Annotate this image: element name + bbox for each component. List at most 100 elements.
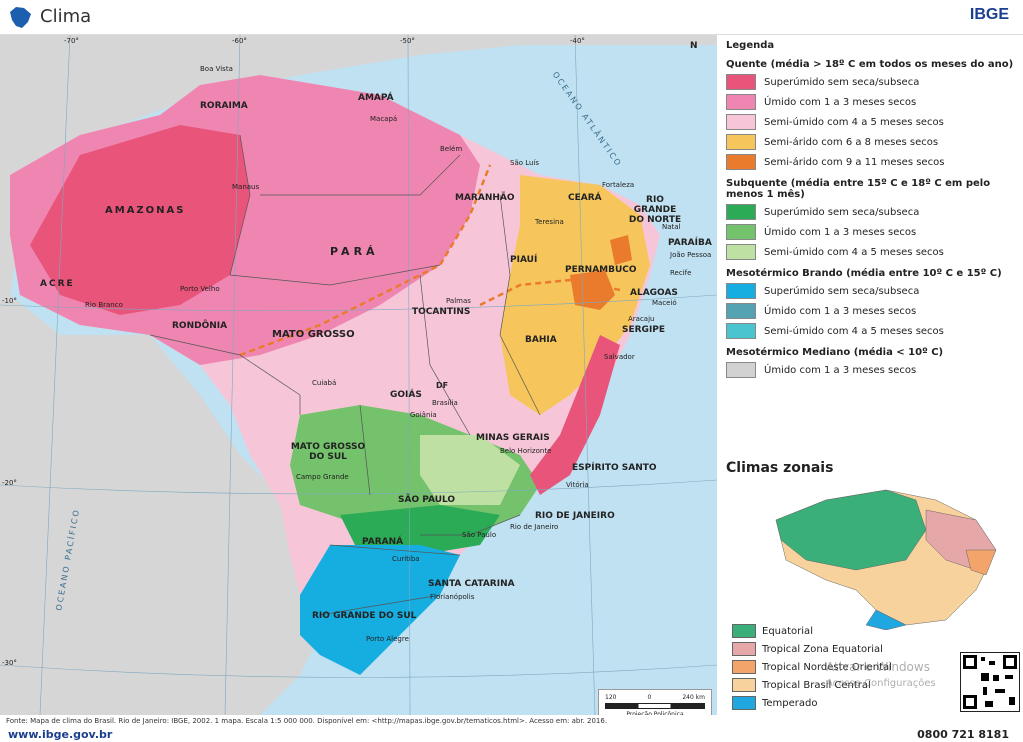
city-label: Manaus bbox=[232, 183, 260, 191]
footer: www.ibge.gov.br 0800 721 8181 bbox=[0, 728, 1023, 742]
state-label: PARAÍBA bbox=[668, 238, 712, 248]
lon-label: -60° bbox=[232, 37, 247, 45]
legend-swatch bbox=[726, 283, 756, 299]
city-label: Maceió bbox=[652, 299, 677, 307]
city-label: Curitiba bbox=[392, 555, 420, 563]
legend-item: Superúmido sem seca/subseca bbox=[726, 204, 1016, 220]
lat-label: -30° bbox=[2, 659, 17, 667]
state-label: PARÁ bbox=[330, 245, 379, 258]
legend-label: Úmido com 1 a 3 meses secos bbox=[764, 96, 917, 108]
legend-swatch bbox=[726, 323, 756, 339]
state-label: MATO GROSSO bbox=[272, 329, 355, 340]
legend-item: Úmido com 1 a 3 meses secos bbox=[726, 362, 1016, 378]
city-label: João Pessoa bbox=[670, 251, 712, 259]
legend-label: Úmido com 1 a 3 meses secos bbox=[764, 226, 917, 238]
city-label: Porto Velho bbox=[180, 285, 220, 293]
city-label: Cuiabá bbox=[312, 379, 337, 387]
legend-label: Úmido com 1 a 3 meses secos bbox=[764, 364, 917, 376]
state-label: PERNAMBUCO bbox=[565, 265, 637, 275]
legend-label: Semi-árido com 9 a 11 meses secos bbox=[764, 156, 945, 168]
projection-text: Projeção Policônica bbox=[626, 711, 684, 715]
zonal-item: Temperado bbox=[732, 696, 892, 710]
legend-item: Semi-úmido com 4 a 5 meses secos bbox=[726, 114, 1016, 130]
scale-box: 120 0 240 km Projeção Policônica Meridia… bbox=[598, 689, 712, 715]
zonal-label: Tropical Nordeste Oriental bbox=[762, 661, 892, 673]
main-map: RORAIMA AMAPÁ AMAZONAS PARÁ MARANHÃO CEA… bbox=[0, 35, 717, 715]
lon-label: -50° bbox=[400, 37, 415, 45]
legend-swatch bbox=[726, 204, 756, 220]
legend-label: Superúmido sem seca/subseca bbox=[764, 76, 920, 88]
city-label: Porto Alegre bbox=[366, 635, 409, 643]
city-label: Florianópolis bbox=[430, 593, 475, 601]
legend-group-title: Mesotérmico Brando (média entre 10º C e … bbox=[726, 268, 1002, 279]
legend-item: Superúmido sem seca/subseca bbox=[726, 74, 1016, 90]
city-label: Salvador bbox=[604, 353, 635, 361]
legend-swatch bbox=[726, 74, 756, 90]
legend-swatch bbox=[726, 244, 756, 260]
city-label: Rio Branco bbox=[85, 301, 123, 309]
zonal-climates-panel: Climas zonais Equatorial Tropical Zona E… bbox=[726, 460, 1016, 715]
north-arrow-icon: N bbox=[690, 41, 698, 51]
legend-item: Semi-árido com 9 a 11 meses secos bbox=[726, 154, 1016, 170]
amazon-superhumid-region bbox=[30, 125, 250, 315]
south-superhumid-subquente bbox=[340, 505, 500, 555]
state-label: AMAPÁ bbox=[358, 93, 394, 103]
legend-group-title: Subquente (média entre 15º C e 18º C em … bbox=[726, 178, 991, 200]
legend-item: Úmido com 1 a 3 meses secos bbox=[726, 224, 1016, 240]
windows-watermark-title: Ativar o Windows bbox=[826, 660, 930, 674]
lat-label: -20° bbox=[2, 479, 17, 487]
scale-bar bbox=[605, 703, 705, 709]
zonal-label: Tropical Brasil Central bbox=[762, 679, 871, 691]
brazil-map-icon bbox=[10, 7, 31, 28]
legend-swatch bbox=[726, 154, 756, 170]
state-label: MATO GROSSO DO SUL bbox=[290, 442, 366, 462]
scale-label: 0 bbox=[647, 694, 652, 701]
legend-group-title: Mesotérmico Mediano (média < 10º C) bbox=[726, 347, 944, 358]
legend-item: Úmido com 1 a 3 meses secos bbox=[726, 303, 1016, 319]
lon-label: -70° bbox=[64, 37, 79, 45]
city-label: Aracaju bbox=[628, 315, 655, 323]
zonal-swatch bbox=[732, 642, 756, 656]
city-label: Palmas bbox=[446, 297, 471, 305]
city-label: Goiânia bbox=[410, 411, 437, 419]
header-bar: Clima IBGE bbox=[0, 0, 1023, 35]
state-label: MINAS GERAIS bbox=[476, 433, 550, 443]
ibge-logo: IBGE bbox=[969, 6, 1009, 23]
website-link[interactable]: www.ibge.gov.br bbox=[8, 728, 113, 741]
legend-label: Semi-úmido com 4 a 5 meses secos bbox=[764, 246, 944, 258]
zonal-swatch bbox=[732, 624, 756, 638]
zonal-map bbox=[775, 489, 997, 630]
city-label: Vitória bbox=[566, 481, 589, 489]
south-mesothermal-region bbox=[300, 545, 460, 675]
city-label: Rio de Janeiro bbox=[510, 523, 559, 531]
legend-swatch bbox=[726, 114, 756, 130]
zonal-item: Equatorial bbox=[732, 624, 892, 638]
map-legend: Legenda Quente (média > 18º C em todos o… bbox=[726, 40, 1016, 410]
zonal-label: Tropical Zona Equatorial bbox=[762, 643, 883, 655]
scale-label: 240 km bbox=[682, 694, 705, 701]
zonal-label: Temperado bbox=[762, 697, 818, 709]
legend-swatch bbox=[726, 94, 756, 110]
legend-label: Superúmido sem seca/subseca bbox=[764, 285, 920, 297]
phone-number: 0800 721 8181 bbox=[917, 728, 1009, 741]
graticule bbox=[0, 35, 717, 715]
legend-label: Semi-úmido com 4 a 5 meses secos bbox=[764, 325, 944, 337]
city-label: Natal bbox=[662, 223, 681, 231]
state-label: ESPÍRITO SANTO bbox=[572, 463, 657, 473]
city-label: São Luís bbox=[510, 159, 540, 167]
city-label: São Paulo bbox=[462, 531, 497, 539]
state-label: BAHIA bbox=[525, 335, 557, 345]
city-label: Campo Grande bbox=[296, 473, 349, 481]
city-label: Teresina bbox=[535, 218, 564, 226]
climate-boundary-line bbox=[239, 164, 492, 357]
state-label: SANTA CATARINA bbox=[428, 579, 515, 589]
lon-label: -40° bbox=[570, 37, 585, 45]
legend-label: Semi-árido com 6 a 8 meses secos bbox=[764, 136, 939, 148]
state-label: PIAUÍ bbox=[510, 255, 538, 265]
state-label: ALAGOAS bbox=[630, 288, 678, 298]
state-label: RORAIMA bbox=[200, 101, 248, 111]
state-label: RIO DE JANEIRO bbox=[535, 511, 615, 521]
zonal-item: Tropical Zona Equatorial bbox=[732, 642, 892, 656]
zonal-item: Tropical Brasil Central bbox=[732, 678, 892, 692]
legend-swatch bbox=[726, 224, 756, 240]
